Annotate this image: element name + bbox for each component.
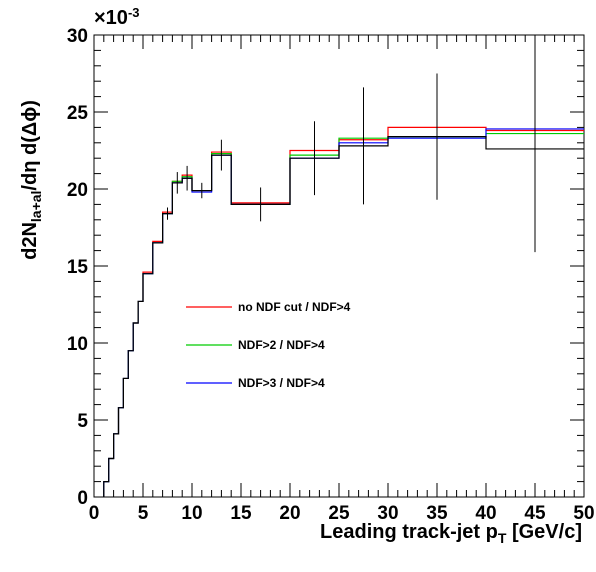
x-axis: 0 5 10 15 20 25 30 35 40 45 50: [89, 35, 595, 524]
x-tick-label: 15: [230, 503, 252, 524]
legend: no NDF cut / NDF>4 NDF>2 / NDF>4 NDF>3 / N…: [186, 300, 351, 390]
legend-label: NDF>3 / NDF>4: [238, 376, 325, 390]
x-tick-label: 10: [181, 503, 202, 524]
x-tick-label: 30: [377, 503, 398, 524]
x-tick-label: 50: [573, 503, 594, 524]
x-tick-label: 45: [524, 503, 546, 524]
x-tick-label: 20: [279, 503, 300, 524]
y-tick-label: 20: [67, 180, 88, 201]
y-axis: 0 5 10 15 20 25 30: [67, 26, 584, 509]
x-tick-label: 25: [328, 503, 350, 524]
x-tick-label: 0: [89, 503, 100, 524]
y-exponent-label: ×10-3: [94, 5, 140, 29]
y-tick-label: 25: [67, 103, 89, 124]
x-tick-label: 5: [138, 503, 149, 524]
y-tick-label: 30: [67, 26, 88, 47]
series-3-step-line: [103, 136, 584, 497]
x-axis-title: Leading track-jet pT [GeV/c]: [320, 521, 582, 546]
x-tick-label: 40: [475, 503, 496, 524]
legend-label: no NDF cut / NDF>4: [238, 300, 351, 314]
y-tick-label: 10: [67, 334, 88, 355]
series-layer: [103, 45, 584, 497]
y-tick-label: 15: [67, 257, 89, 278]
legend-label: NDF>2 / NDF>4: [238, 338, 325, 352]
x-tick-label: 35: [426, 503, 448, 524]
y-axis-title: d2Nla+al/dη d(Δϕ): [19, 100, 44, 260]
y-tick-label: 0: [77, 488, 88, 509]
y-tick-label: 5: [77, 411, 88, 432]
